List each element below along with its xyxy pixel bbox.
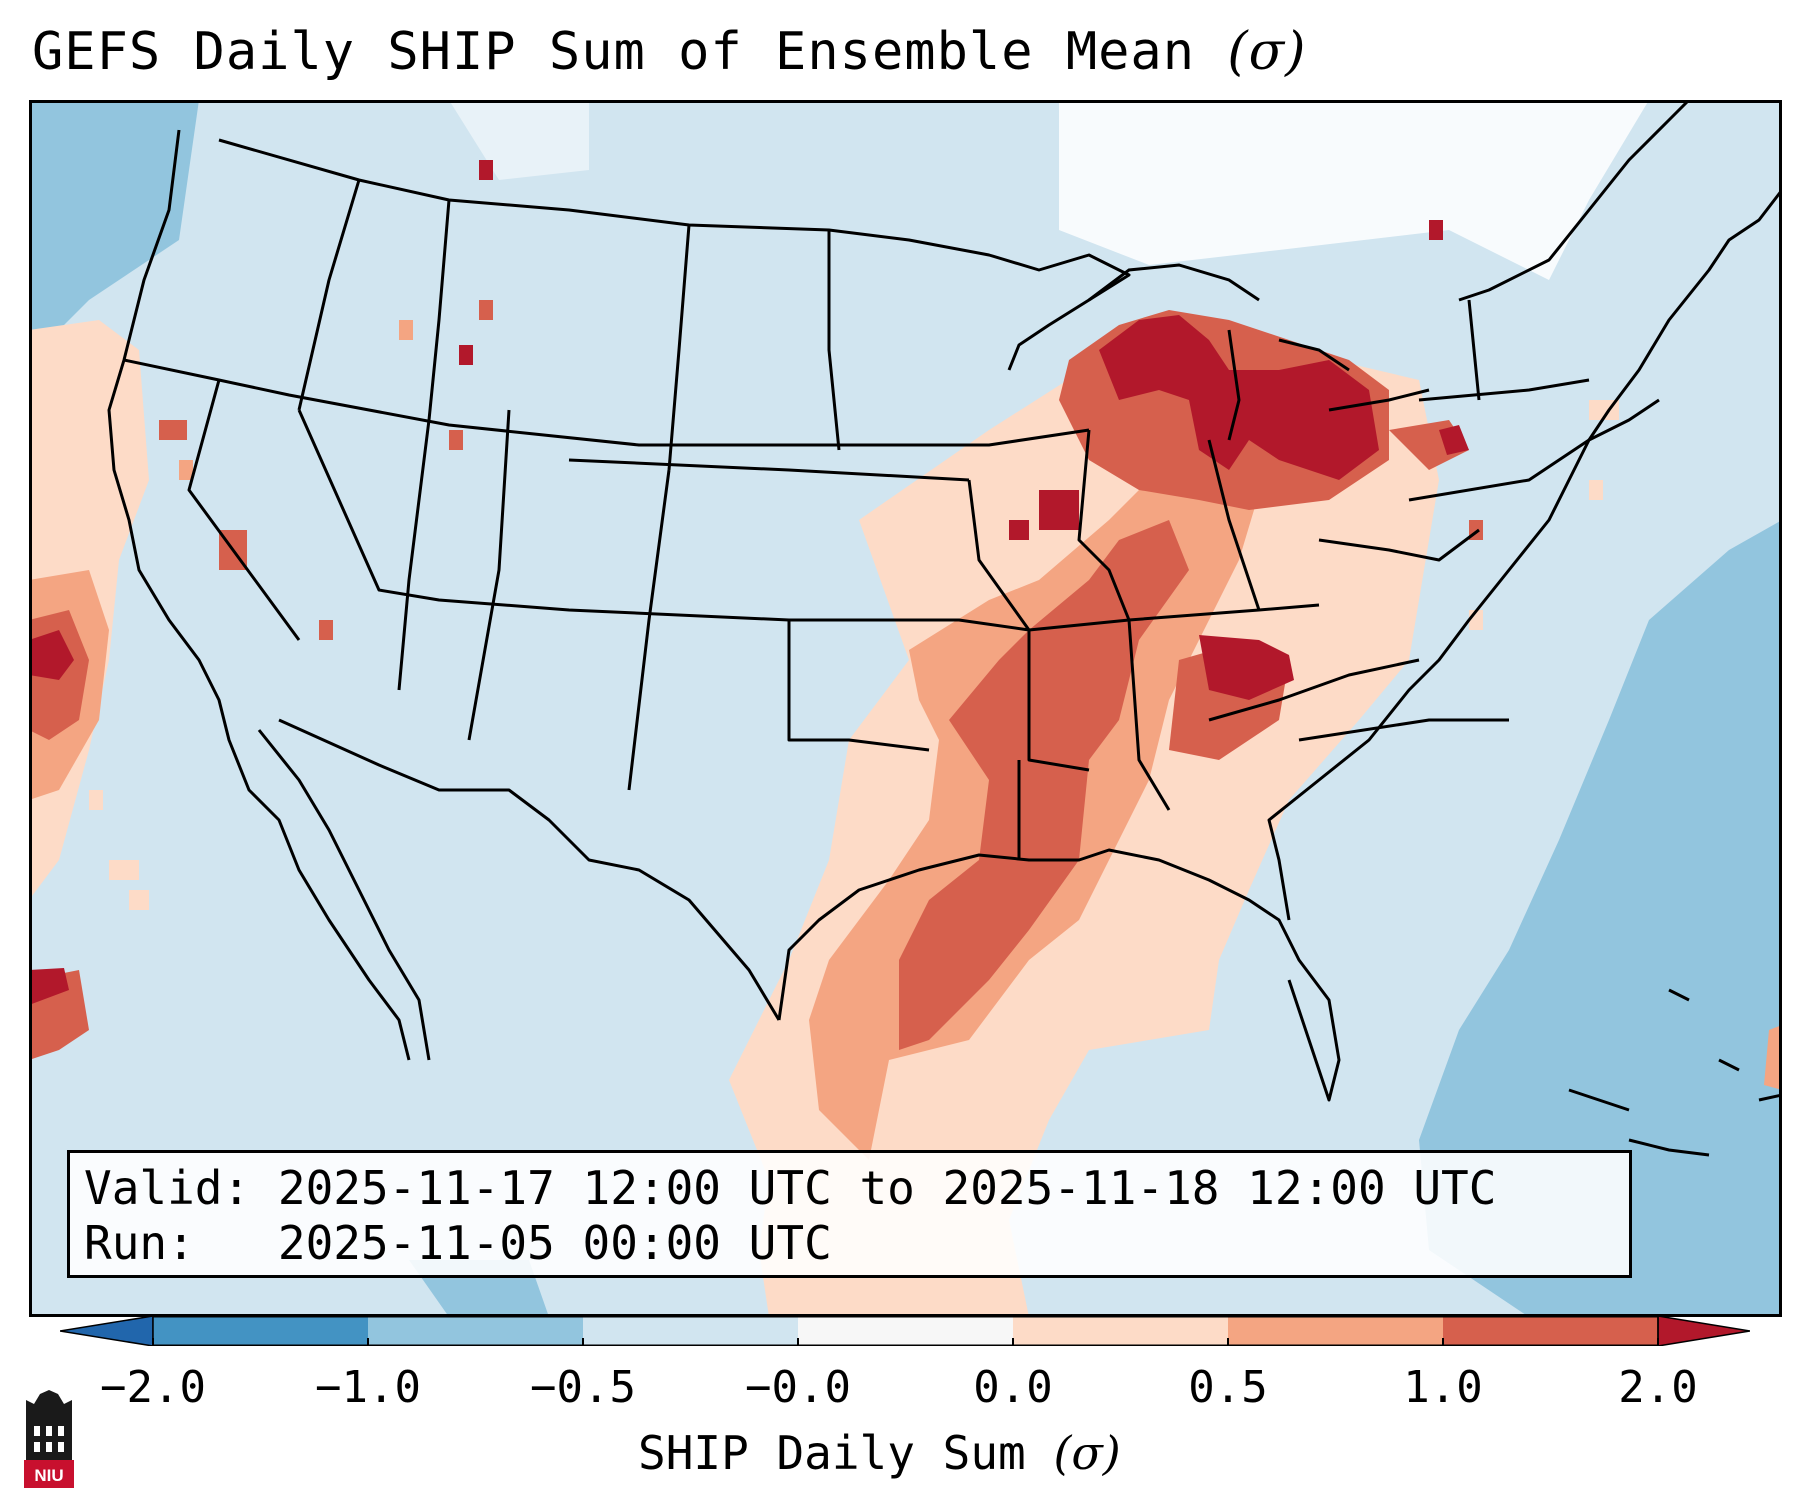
title-text: GEFS Daily SHIP Sum of Ensemble Mean bbox=[32, 22, 1196, 82]
run-label: Run: bbox=[84, 1216, 195, 1270]
colorbar-extend-high bbox=[1657, 1316, 1750, 1346]
map-panel bbox=[29, 100, 1782, 1317]
colorbar-segment bbox=[1013, 1316, 1228, 1346]
logo-text: NIU bbox=[34, 1466, 63, 1485]
valid-label: Valid: bbox=[84, 1161, 251, 1215]
niu-logo-icon: NIU bbox=[24, 1390, 74, 1488]
colorbar-tick: 1.0 bbox=[1403, 1362, 1483, 1413]
colorbar-tick: −0.0 bbox=[745, 1362, 851, 1413]
colorbar-tick: −2.0 bbox=[100, 1362, 206, 1413]
validity-info-box: Valid: 2025-11-17 12:00 UTC to 2025-11-1… bbox=[67, 1150, 1632, 1278]
boundaries bbox=[107, 100, 1782, 1102]
colorbar-tick: −1.0 bbox=[315, 1362, 421, 1413]
title-sigma: (σ) bbox=[1227, 22, 1307, 82]
near-zero-region bbox=[449, 100, 1649, 280]
colorbar-segment bbox=[1228, 1316, 1443, 1346]
colorbar-tick: −0.5 bbox=[530, 1362, 636, 1413]
great-lakes bbox=[1088, 263, 1430, 441]
colorbar-segment bbox=[368, 1316, 583, 1346]
colorbar-extend-low bbox=[60, 1316, 154, 1346]
colorbar bbox=[60, 1316, 1750, 1346]
colorbar-segment bbox=[1443, 1316, 1658, 1346]
colorbar-tick: 2.0 bbox=[1618, 1362, 1698, 1413]
colorbar-label: SHIP Daily Sum (σ) bbox=[638, 1426, 1121, 1480]
valid-value: 2025-11-17 12:00 UTC to 2025-11-18 12:00… bbox=[277, 1161, 1497, 1215]
map-frame bbox=[29, 100, 1782, 1317]
colorbar-segment bbox=[153, 1316, 368, 1346]
run-value: 2025-11-05 00:00 UTC bbox=[277, 1216, 832, 1270]
map-title: GEFS Daily SHIP Sum of Ensemble Mean (σ) bbox=[32, 22, 1306, 82]
colorbar-label-text: SHIP Daily Sum bbox=[638, 1426, 1026, 1480]
colorbar-tick: 0.0 bbox=[973, 1362, 1053, 1413]
colorbar-segment bbox=[798, 1316, 1013, 1346]
colorbar-segment bbox=[583, 1316, 798, 1346]
colorbar-label-sigma: (σ) bbox=[1053, 1426, 1121, 1480]
caribbean-islands bbox=[1568, 988, 1782, 1157]
positive-regions bbox=[29, 310, 1782, 1317]
colorbar-frame bbox=[152, 1316, 1659, 1346]
negative-regions bbox=[29, 100, 1782, 1317]
colorbar-tick: 0.5 bbox=[1188, 1362, 1268, 1413]
